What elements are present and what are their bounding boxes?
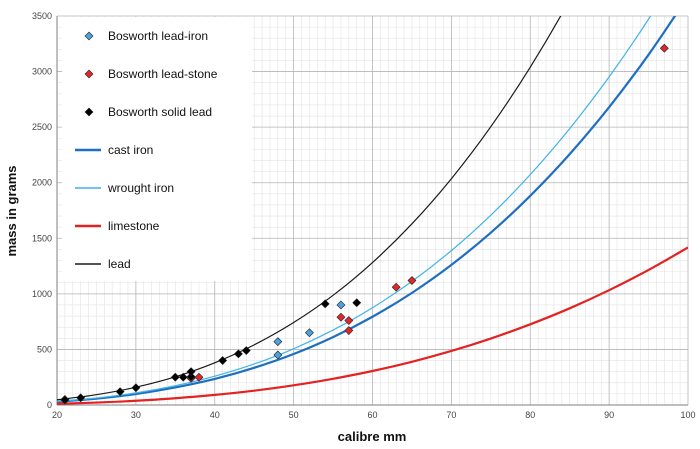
x-axis-title: calibre mm (338, 429, 407, 444)
legend-marker-bosworth-lead-stone (84, 69, 94, 79)
x-axis-tick-labels: 20 30 40 50 60 70 80 90 100 (52, 410, 696, 420)
bosworth-lead-iron-point (336, 300, 346, 310)
y-axis-title: mass in grams (4, 165, 19, 256)
bosworth-solid-lead-point (178, 372, 188, 382)
x-tick-label: 40 (210, 410, 220, 420)
x-tick-label: 90 (604, 410, 614, 420)
bosworth-lead-stone-point (344, 326, 354, 335)
bosworth-solid-lead-point (131, 383, 141, 393)
x-tick-label: 60 (367, 410, 377, 420)
bosworth-lead-stone-point (659, 43, 669, 53)
wrought-iron-curve (57, 16, 652, 403)
bosworth-solid-lead-point (218, 356, 228, 365)
legend-label-limestone: limestone (108, 219, 160, 233)
bosworth-solid-lead-point (320, 299, 330, 309)
y-tick-label: 2000 (32, 178, 52, 188)
bosworth-lead-iron-point (273, 337, 283, 347)
bosworth-lead-iron-point (273, 350, 283, 360)
bosworth-solid-lead-point (60, 395, 70, 405)
bosworth-solid-lead-point (170, 372, 180, 382)
limestone-curve (57, 246, 688, 405)
bosworth-solid-lead-point (186, 372, 196, 382)
bosworth-lead-stone-point (407, 276, 417, 285)
bosworth-lead-stone-point (391, 282, 401, 292)
bosworth-solid-lead-point (115, 387, 125, 397)
bosworth-lead-stone-point (344, 316, 354, 325)
legend-label-bosworth-lead-iron: Bosworth lead-iron (108, 29, 208, 43)
legend: Bosworth lead-iron Bosworth lead-stone Bos… (62, 17, 252, 281)
x-tick-label: 80 (525, 410, 535, 420)
y-tick-label: 3000 (32, 67, 52, 77)
x-tick-label: 20 (52, 410, 62, 420)
x-tick-label: 50 (289, 410, 299, 420)
bosworth-solid-lead-point (186, 367, 196, 377)
legend-marker-bosworth-lead-iron (84, 31, 94, 41)
y-tick-label: 1500 (32, 233, 52, 243)
bosworth-lead-stone-point (336, 312, 346, 322)
legend-label-bosworth-lead-stone: Bosworth lead-stone (108, 67, 218, 81)
y-tick-label: 0 (47, 400, 52, 410)
y-tick-label: 1000 (32, 289, 52, 299)
bosworth-lead-iron-point (304, 328, 314, 338)
bosworth-lead-stone-point (194, 372, 204, 382)
y-tick-label: 3500 (32, 11, 52, 21)
legend-label-lead: lead (108, 257, 131, 271)
data-points (60, 43, 669, 405)
bosworth-solid-lead-point (233, 349, 243, 359)
x-tick-label: 100 (680, 410, 695, 420)
fitted-curves (57, 16, 688, 405)
legend-label-bosworth-solid-lead: Bosworth solid lead (108, 105, 212, 119)
bosworth-solid-lead-point (352, 298, 362, 308)
legend-marker-bosworth-solid-lead (84, 107, 94, 117)
y-axis-tick-labels: 0 500 1000 1500 2000 2500 3000 3500 (32, 11, 52, 410)
x-tick-label: 70 (446, 410, 456, 420)
bosworth-solid-lead-point (241, 346, 251, 355)
legend-label-wrought-iron: wrought iron (107, 181, 174, 195)
bosworth-solid-lead-point (76, 393, 86, 403)
legend-label-cast-iron: cast iron (108, 143, 153, 157)
y-tick-label: 2500 (32, 122, 52, 132)
cast-iron-curve (57, 16, 677, 403)
plot-area (56, 16, 688, 406)
x-tick-label: 30 (131, 410, 141, 420)
y-tick-label: 500 (37, 344, 52, 354)
